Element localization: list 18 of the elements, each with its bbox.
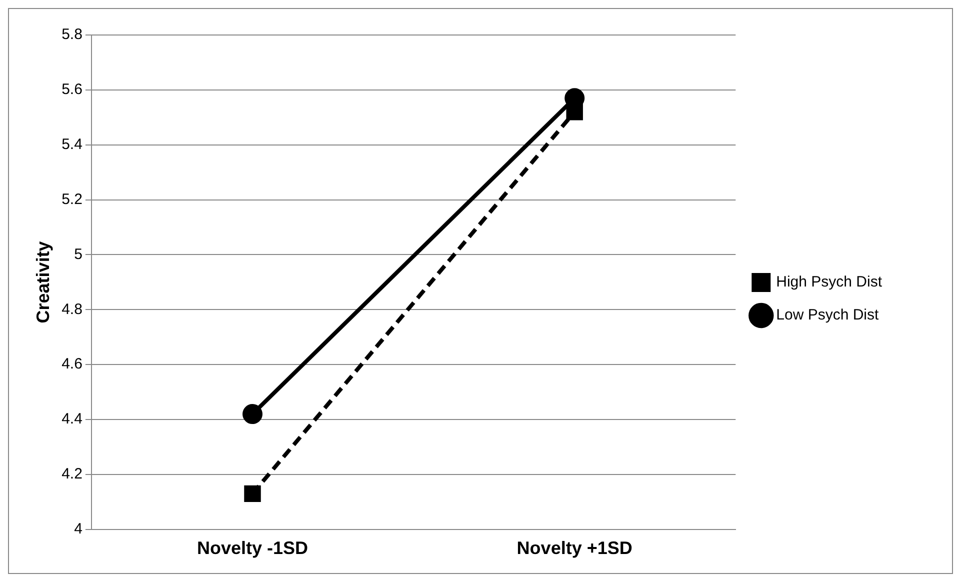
- y-axis-title: Creativity: [32, 241, 53, 324]
- y-tick-label: 4: [74, 520, 82, 538]
- x-tick-label: Novelty +1SD: [516, 538, 632, 558]
- y-tick-label: 5: [74, 246, 82, 263]
- point: [244, 485, 261, 502]
- y-tick-label: 5.4: [62, 136, 82, 154]
- y-tick-label: 4.2: [62, 466, 82, 483]
- y-tick-label: 4.4: [62, 410, 82, 428]
- legend-label: High Psych Dist: [776, 274, 883, 291]
- x-tick-label: Novelty -1SD: [196, 538, 308, 558]
- y-tick-label: 5.2: [62, 190, 82, 208]
- legend-label: Low Psych Dist: [776, 306, 880, 324]
- point: [566, 104, 583, 120]
- point: [242, 404, 262, 424]
- y-tick-label: 4.8: [62, 300, 82, 318]
- y-tick-label: 4.6: [62, 356, 82, 373]
- y-tick-label: 5.6: [62, 81, 82, 98]
- y-tick-label: 5.8: [62, 26, 82, 44]
